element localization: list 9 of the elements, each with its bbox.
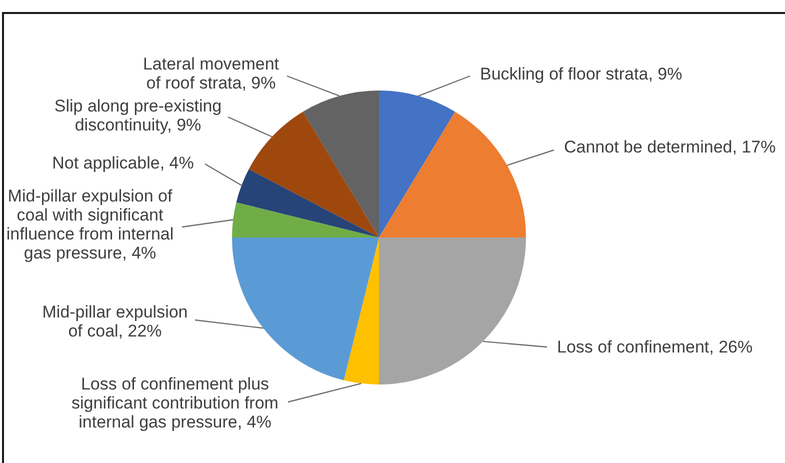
slice-label: Mid-pillar expulsion of coal, 22%	[42, 302, 188, 341]
slice-label: Mid-pillar expulsion of coal with significant influence from internal gas pressure, 4%	[6, 186, 174, 263]
slice-label: Loss of confinement, 26%	[557, 338, 753, 357]
slice-label: Not applicable, 4%	[52, 154, 194, 173]
slice-label: Buckling of floor strata, 9%	[480, 64, 682, 84]
slice-label: Lateral movement of roof strata, 9%	[142, 54, 280, 93]
slice-label: Cannot be determined, 17%	[564, 138, 776, 157]
slice-label: Slip along pre-existing discontinuity, 9%	[54, 96, 222, 135]
slice-label: Loss of confinement plus significant contribution from internal gas pressure, 4%	[72, 374, 278, 432]
